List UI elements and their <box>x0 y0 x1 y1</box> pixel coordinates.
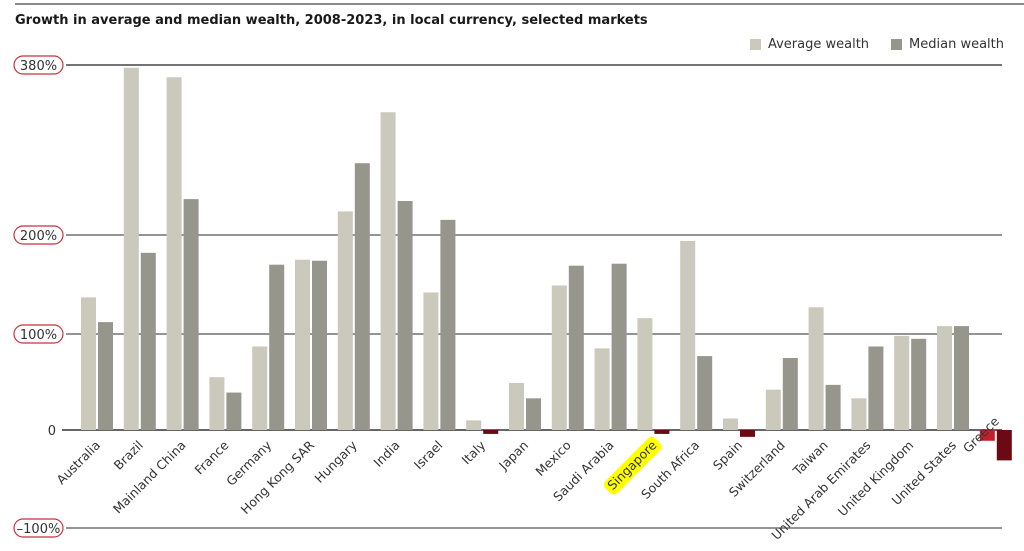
bar-median-israel <box>440 219 456 430</box>
y-tick-label: 100% <box>20 328 57 343</box>
bar-median-india <box>397 201 413 430</box>
bar-average-brazil <box>123 67 139 430</box>
bar-average-mexico <box>551 285 567 430</box>
bar-average-united-kingdom <box>894 335 910 430</box>
top-rule <box>15 3 1024 5</box>
x-tick-label: Hungary <box>312 437 361 486</box>
legend-label-median: Median wealth <box>909 37 1004 52</box>
legend-swatch-average <box>749 39 761 50</box>
bar-median-australia <box>98 322 113 430</box>
bar-median-brazil <box>140 252 156 430</box>
y-tick-label: 380% <box>20 59 57 74</box>
y-tick-circle <box>13 225 64 245</box>
bar-average-greece <box>979 430 995 441</box>
bar-median-france <box>226 392 242 430</box>
x-tick-label: Hong Kong SAR <box>238 437 318 517</box>
bar-average-germany <box>252 346 268 430</box>
x-tick-label: Japan <box>495 438 531 474</box>
x-tick-label: Mainland China <box>110 438 189 517</box>
bar-average-italy <box>466 420 482 430</box>
y-tick-circle <box>13 324 64 344</box>
bar-median-united-states <box>954 326 969 430</box>
bar-average-japan <box>509 382 524 430</box>
x-tick-label: Australia <box>53 438 103 488</box>
x-tick-label: India <box>370 438 402 470</box>
y-tick-label: –100% <box>17 522 61 537</box>
bar-median-south-africa <box>697 356 713 430</box>
bar-average-singapore <box>637 318 653 430</box>
bar-median-mexico <box>568 265 584 430</box>
bar-average-india <box>380 112 396 430</box>
bar-average-taiwan <box>808 307 824 430</box>
bar-average-united-arab-emirates <box>851 398 867 430</box>
bar-average-mainland-china <box>166 77 182 431</box>
bar-median-singapore <box>654 430 670 434</box>
bar-average-south-africa <box>680 240 696 430</box>
bar-average-israel <box>423 292 439 430</box>
bar-average-switzerland <box>765 389 781 430</box>
y-tick-circle <box>13 518 64 538</box>
bar-median-spain <box>740 430 755 437</box>
x-tick-label: Taiwan <box>789 438 830 479</box>
x-tick-label: Brazil <box>111 438 146 473</box>
y-tick-circle <box>13 55 64 75</box>
bar-median-hong-kong-sar <box>312 260 327 430</box>
bar-median-japan <box>526 398 541 430</box>
x-tick-label: Israel <box>411 438 446 473</box>
bar-median-hungary <box>354 163 370 430</box>
bar-average-hong-kong-sar <box>295 259 310 430</box>
bar-median-germany <box>269 264 285 430</box>
x-tick-label: France <box>192 437 232 477</box>
bar-median-mainland-china <box>183 199 199 430</box>
legend-item-average: Average wealth <box>749 37 870 52</box>
x-tick-label: Italy <box>459 437 489 467</box>
bar-median-united-kingdom <box>911 338 927 430</box>
y-tick-label: 0 <box>48 424 56 439</box>
bar-average-france <box>209 377 225 430</box>
highlight-marker <box>603 436 662 495</box>
bar-median-greece <box>996 430 1012 461</box>
x-tick-label: United Kingdom <box>835 438 917 520</box>
bar-average-united-states <box>937 326 952 430</box>
bar-median-italy <box>483 430 499 434</box>
legend-label-average: Average wealth <box>767 37 870 52</box>
bar-average-spain <box>723 418 738 430</box>
bar-average-australia <box>81 297 96 430</box>
legend-swatch-median <box>891 39 903 50</box>
chart-title: Growth in average and median wealth, 200… <box>15 13 648 28</box>
bar-median-switzerland <box>782 358 798 430</box>
x-tick-label: Spain <box>710 438 745 473</box>
y-tick-label: 200% <box>20 229 57 244</box>
bar-median-taiwan <box>825 384 841 430</box>
bar-median-saudi-arabia <box>611 263 627 430</box>
bar-median-united-arab-emirates <box>868 346 884 430</box>
legend-item-median: Median wealth <box>891 37 1004 52</box>
legend: Average wealth Median wealth <box>749 37 1004 52</box>
bar-average-saudi-arabia <box>594 348 610 430</box>
bar-average-hungary <box>337 211 353 430</box>
x-tick-label: Mexico <box>532 438 573 479</box>
